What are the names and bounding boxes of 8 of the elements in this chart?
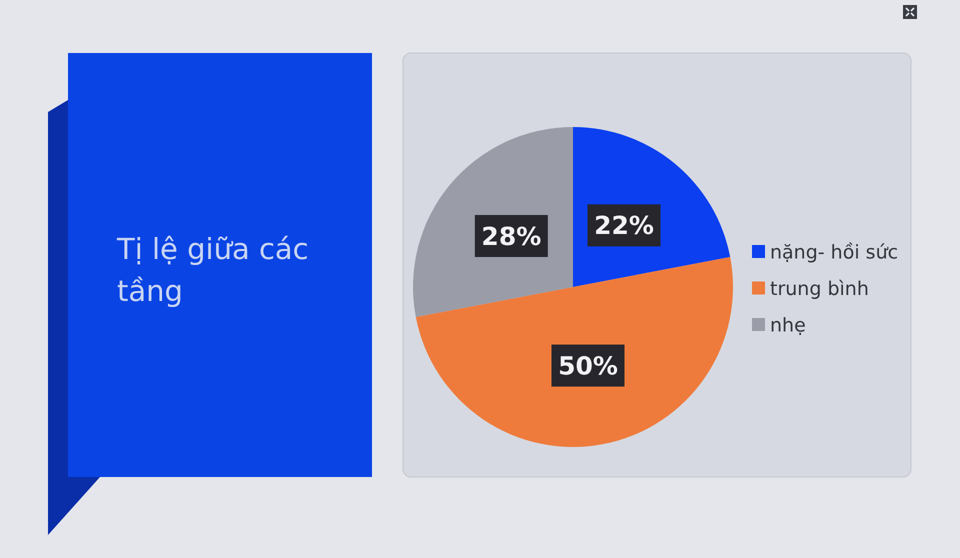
data-label: 22% — [594, 211, 654, 240]
text: Tị lệ giữa các tầng — [117, 231, 310, 310]
pie-slice — [416, 257, 733, 447]
data-label: 28% — [481, 222, 542, 251]
data-label: 50% — [558, 351, 618, 380]
legend-label: trung bình — [770, 278, 869, 300]
legend-label: nhẹ — [770, 314, 806, 337]
legend-label: nặng- hồi sức — [770, 242, 898, 264]
